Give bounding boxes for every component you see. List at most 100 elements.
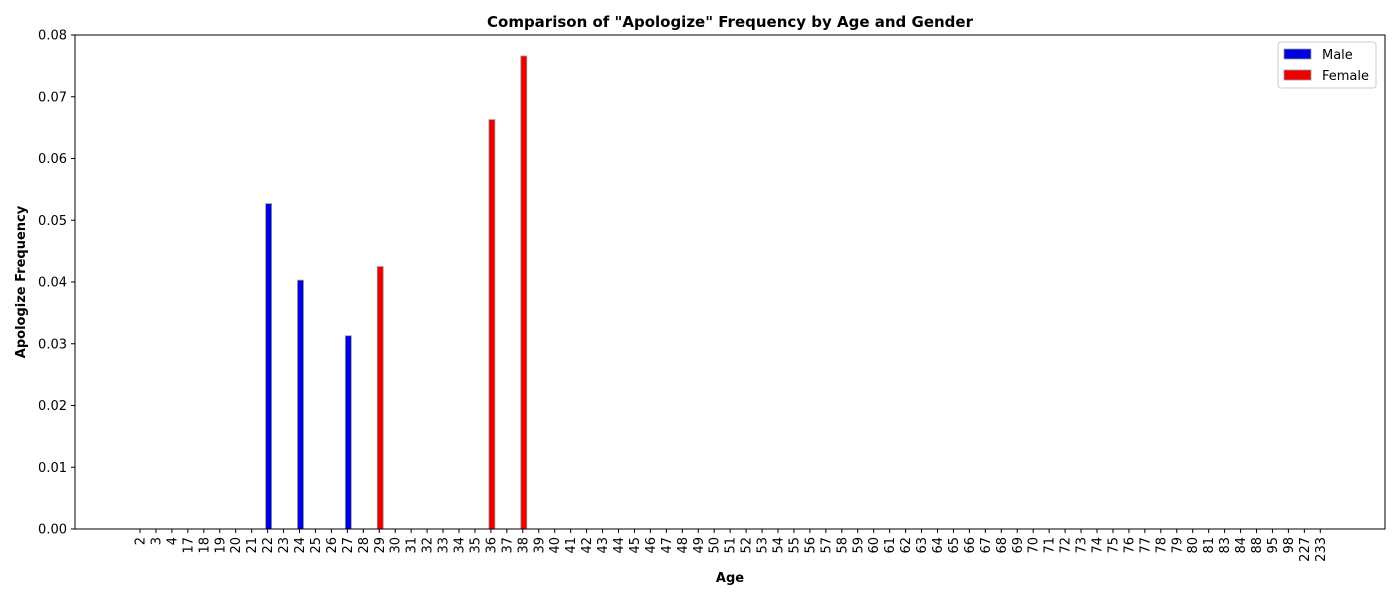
x-tick-label: 47 [660,537,675,554]
x-tick-label: 75 [1106,537,1121,554]
x-tick-label: 45 [628,537,643,554]
x-tick-label: 233 [1314,537,1329,562]
x-tick-label: 38 [516,537,531,554]
x-tick-label: 22 [261,537,276,554]
x-tick-label: 2 [134,537,149,545]
x-tick-label: 62 [899,537,914,554]
x-tick-label: 61 [883,537,898,554]
x-tick-label: 39 [532,537,547,554]
x-tick-label: 17 [181,537,196,554]
x-tick-label: 60 [867,537,882,554]
x-tick-label: 36 [484,537,499,554]
x-tick-label: 53 [756,537,771,554]
y-tick-label: 0.08 [38,29,67,44]
x-tick-label: 68 [995,537,1010,554]
x-tick-label: 67 [979,537,994,554]
x-tick-label: 69 [1011,537,1026,554]
x-tick-label: 25 [309,537,324,554]
x-axis-ticks: 2 3 4 17 18 19 20 21 22 23 24 25 26 27 28 29 30 31 32 33 34 3… [134,529,1329,562]
x-tick-label: 19 [213,537,228,554]
x-tick-label: 77 [1138,537,1153,554]
x-tick-label: 43 [596,537,611,554]
x-tick-label: 37 [500,537,515,554]
x-tick-label: 44 [612,537,627,554]
x-tick-label: 24 [293,537,308,554]
x-tick-label: 54 [772,537,787,554]
bar-male-24 [297,279,304,530]
x-tick-label: 81 [1202,537,1217,554]
x-tick-label: 55 [787,537,802,554]
x-tick-label: 32 [421,537,436,554]
chart-title: Comparison of "Apologize" Frequency by A… [487,13,974,31]
x-tick-label: 65 [947,537,962,554]
y-tick-label: 0.06 [38,152,67,167]
x-tick-label: 52 [740,537,755,554]
bar-female-29 [376,266,384,530]
legend-swatch-male [1283,48,1312,60]
x-tick-label: 227 [1298,537,1313,562]
x-tick-label: 63 [915,537,930,554]
legend-swatch-female [1283,69,1312,81]
x-tick-label: 20 [229,537,244,554]
bar-male-27 [344,335,352,530]
y-tick-label: 0.00 [38,523,67,538]
x-tick-label: 71 [1043,537,1058,554]
x-tick-label: 72 [1059,537,1074,554]
legend-label-male: Male [1322,48,1353,63]
x-tick-label: 23 [277,537,292,554]
x-tick-label: 30 [389,537,404,554]
x-tick-label: 18 [197,537,212,554]
x-tick-label: 21 [245,537,260,554]
x-tick-label: 42 [580,537,595,554]
bar-female-36 [488,119,496,530]
y-tick-label: 0.03 [38,337,67,352]
x-tick-label: 26 [325,537,340,554]
x-tick-label: 49 [692,537,707,554]
x-tick-label: 28 [357,537,372,554]
x-tick-label: 80 [1186,537,1201,554]
legend-label-female: Female [1322,69,1369,84]
x-tick-label: 31 [405,537,420,554]
y-tick-label: 0.07 [38,90,67,105]
x-tick-label: 83 [1218,537,1233,554]
bars [265,55,528,530]
x-tick-label: 78 [1154,537,1169,554]
x-tick-label: 51 [724,537,739,554]
bar-female-38 [520,55,528,530]
x-tick-label: 4 [165,537,180,545]
x-tick-label: 70 [1027,537,1042,554]
x-tick-label: 66 [963,537,978,554]
x-tick-label: 50 [708,537,723,554]
x-tick-label: 46 [644,537,659,554]
y-tick-label: 0.01 [38,461,67,476]
x-tick-label: 48 [676,537,691,554]
x-tick-label: 27 [341,537,356,554]
x-tick-label: 57 [819,537,834,554]
x-tick-label: 74 [1091,537,1106,554]
y-tick-label: 0.04 [38,276,67,291]
x-tick-label: 3 [149,537,164,545]
y-axis-title: Apologize Frequency [14,205,29,358]
x-tick-label: 76 [1122,537,1137,554]
x-tick-label: 40 [548,537,563,554]
x-tick-label: 64 [931,537,946,554]
x-tick-label: 34 [453,537,468,554]
y-axis-ticks: 0.00 0.01 0.02 0.03 0.04 0.05 0.06 0.07 0.08 [38,29,75,538]
x-tick-label: 73 [1075,537,1090,554]
x-axis-title: Age [716,571,744,586]
x-tick-label: 88 [1250,537,1265,554]
x-tick-label: 29 [373,537,388,554]
bar-male-22 [265,203,273,530]
x-tick-label: 56 [803,537,818,554]
y-tick-label: 0.02 [38,399,67,414]
x-tick-label: 98 [1282,537,1297,554]
y-tick-label: 0.05 [38,214,67,229]
x-tick-label: 58 [835,537,850,554]
legend: Male Female [1277,41,1377,89]
x-tick-label: 79 [1170,537,1185,554]
x-tick-label: 95 [1266,537,1281,554]
x-tick-label: 41 [564,537,579,554]
x-tick-label: 59 [851,537,866,554]
